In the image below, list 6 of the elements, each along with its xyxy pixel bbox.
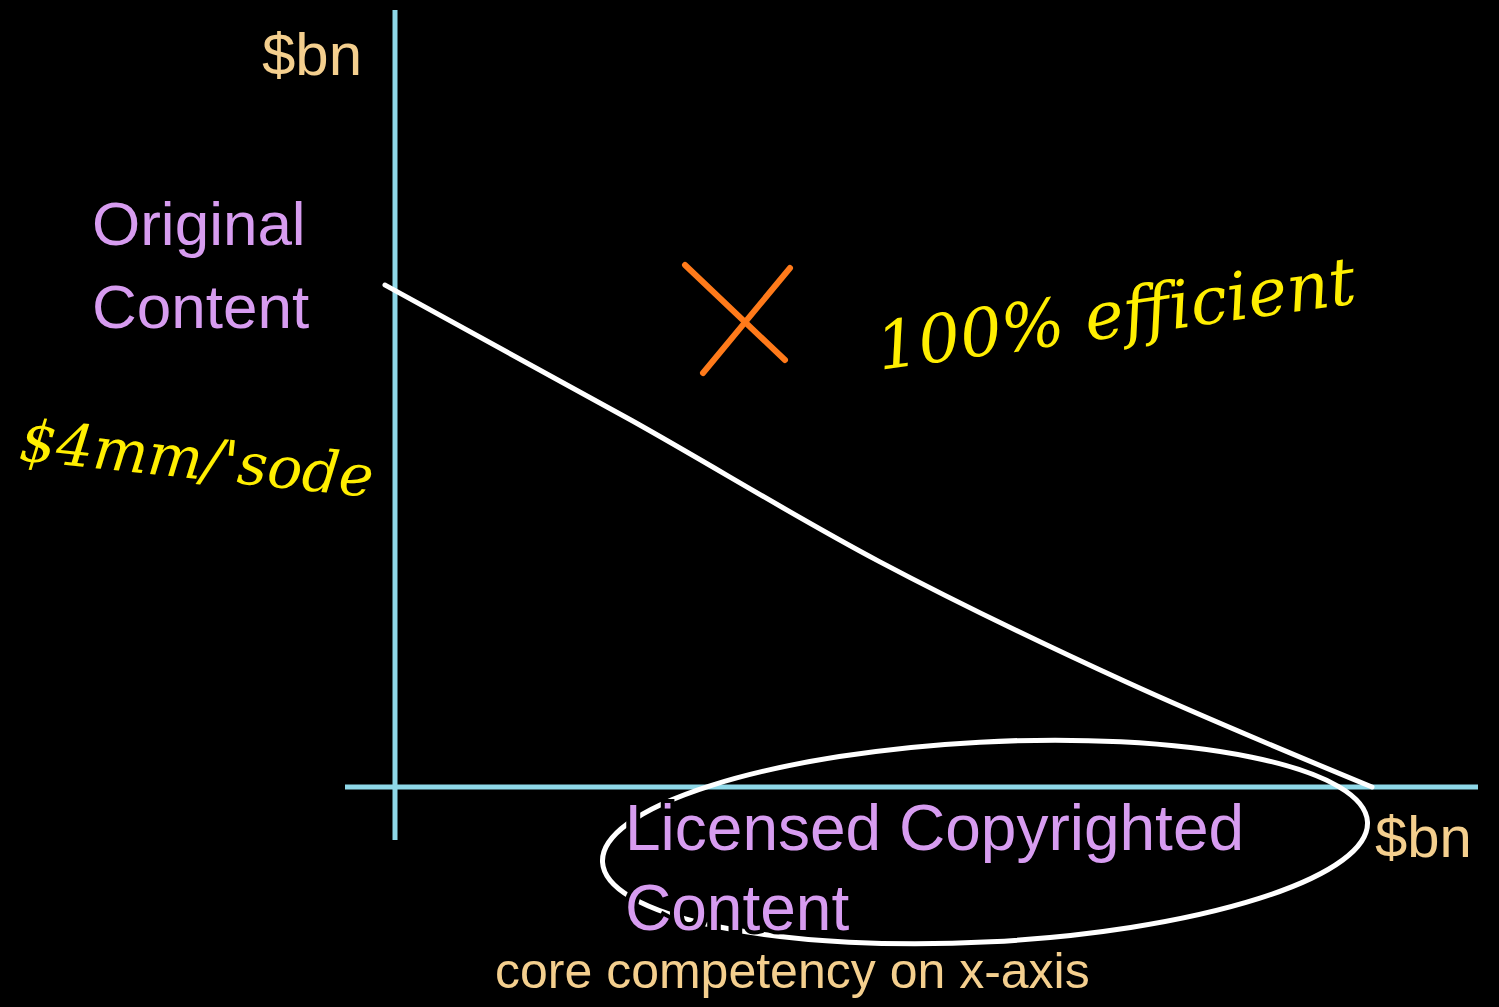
text: $bn bbox=[1375, 804, 1472, 869]
annotation: $4mm/'sode bbox=[16, 406, 378, 512]
annotation: 100% efficient bbox=[871, 242, 1361, 386]
text: $bn bbox=[262, 21, 363, 88]
text: core competency on x-axis bbox=[495, 943, 1090, 999]
y-axis-title: Original Content bbox=[92, 189, 310, 341]
